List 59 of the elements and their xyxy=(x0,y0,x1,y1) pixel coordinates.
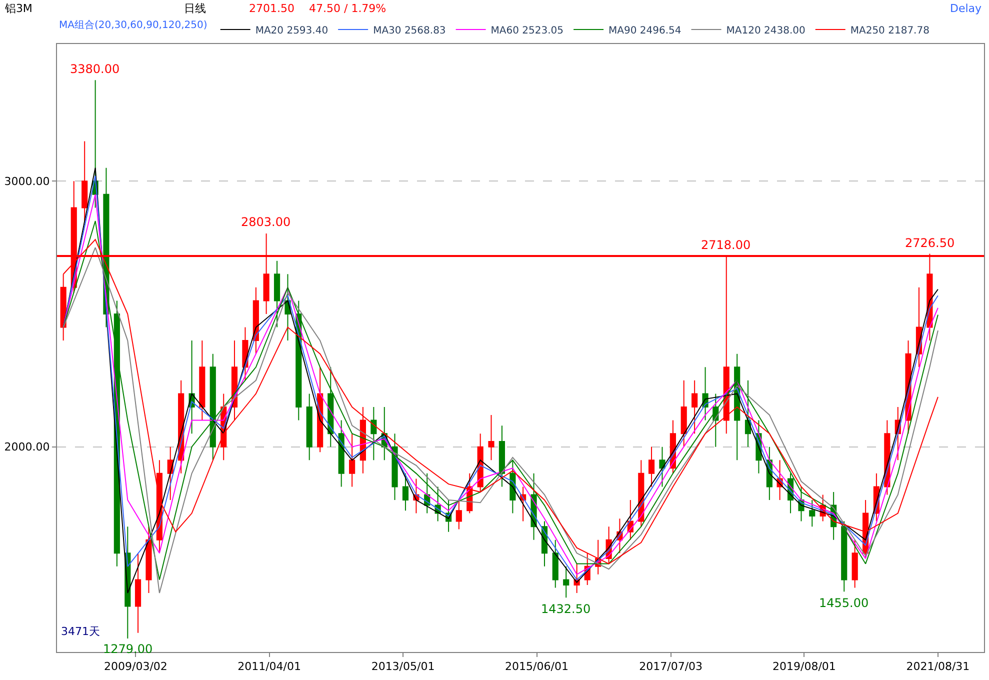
candlestick xyxy=(370,406,377,461)
annotation: 1455.00 xyxy=(819,596,869,610)
candlestick xyxy=(744,380,752,448)
candlestick xyxy=(82,140,88,222)
x-tick-label: 2019/08/01 xyxy=(772,660,836,674)
candlestick xyxy=(199,340,206,421)
x-tick-label: 2021/08/31 xyxy=(906,660,970,674)
candlestick xyxy=(563,566,570,598)
candlestick xyxy=(852,539,858,588)
annotation: 2803.00 xyxy=(241,215,291,229)
legend-title: MA组合(20,30,60,90,120,250) xyxy=(59,19,208,31)
candlestick xyxy=(638,460,644,528)
annotation: 1432.50 xyxy=(541,602,591,616)
legend-label: MA30 2568.83 xyxy=(373,25,446,36)
candlestick xyxy=(456,500,462,530)
candlestick xyxy=(167,446,174,500)
candlestick xyxy=(146,526,152,594)
text: 日线 xyxy=(184,2,206,15)
y-tick-label: 2000.00 xyxy=(4,440,50,454)
x-tick-label: 2017/07/03 xyxy=(639,660,703,674)
candlestick xyxy=(402,472,409,512)
candlestick xyxy=(210,353,216,461)
candlestick xyxy=(392,433,398,500)
text: 2701.50 xyxy=(249,2,294,15)
candlestick xyxy=(328,366,334,448)
annotation: 3380.00 xyxy=(70,62,120,76)
candlestick xyxy=(712,393,719,448)
annotation: 2726.50 xyxy=(905,236,955,250)
legend-label: MA250 2187.78 xyxy=(850,25,930,36)
text: Delay xyxy=(950,2,982,15)
candlestick xyxy=(134,552,142,634)
text: 47.50 / 1.79% xyxy=(309,2,386,15)
candlestick xyxy=(274,260,280,328)
candlestick xyxy=(498,425,505,488)
candlestick xyxy=(680,380,687,448)
annotation: 3471天 xyxy=(61,625,100,638)
legend-label: MA20 2593.40 xyxy=(255,25,328,36)
candlestick xyxy=(659,446,666,488)
legend-label: MA120 2438.00 xyxy=(726,25,806,36)
annotation: 2718.00 xyxy=(701,238,751,252)
legend-label: MA90 2496.54 xyxy=(608,25,682,36)
chart-title: 铝3M xyxy=(4,2,32,15)
x-tick-label: 2011/04/01 xyxy=(238,660,301,674)
legend-label: MA60 2523.05 xyxy=(490,25,564,36)
x-tick-label: 2013/05/01 xyxy=(371,660,435,674)
candlestick xyxy=(809,500,816,528)
candlestick xyxy=(488,414,494,461)
candlestick xyxy=(648,446,655,488)
candlestick xyxy=(349,433,356,488)
candlestick xyxy=(252,286,259,354)
candlestick xyxy=(552,539,558,588)
candlestick xyxy=(510,460,516,514)
x-tick-label: 2015/06/01 xyxy=(505,660,568,674)
candlestick xyxy=(692,380,698,434)
y-tick-label: 3000.00 xyxy=(4,174,50,188)
annotation: 1279.00 xyxy=(103,642,153,656)
x-tick-label: 2009/03/02 xyxy=(104,660,168,674)
candlestick xyxy=(306,393,312,461)
candlestick xyxy=(338,420,344,488)
